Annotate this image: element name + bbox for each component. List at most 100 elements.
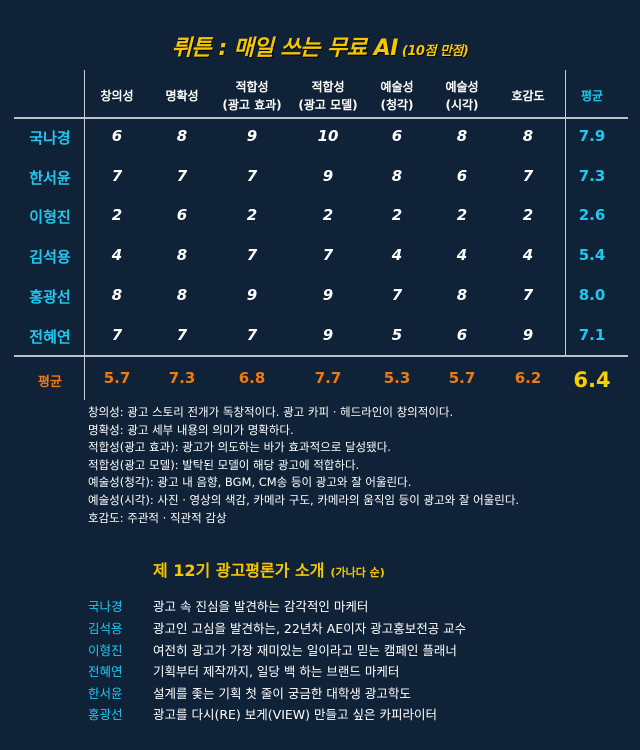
score-cell: 9 xyxy=(322,167,334,185)
score-cell: 7 xyxy=(246,167,258,185)
score-cell: 9 xyxy=(522,326,534,344)
score-cell: 10 xyxy=(317,127,339,145)
column-header-text: 적합성 (광고 효과) xyxy=(222,78,281,114)
column-header-line: 예술성 xyxy=(380,80,414,94)
row-name: 한서윤 xyxy=(29,169,71,187)
column-header: 적합성 (광고 모델) xyxy=(288,76,368,116)
column-header: 창의성 xyxy=(77,76,157,116)
definition-line: 적합성(광고 효과): 광고가 의도하는 바가 효과적으로 달성됐다. xyxy=(88,440,391,455)
row-name: 국나경 xyxy=(29,129,71,147)
reviewer-name: 홍광선 xyxy=(88,707,123,722)
row-average: 7.3 xyxy=(578,167,606,185)
score-cell: 6 xyxy=(176,206,188,224)
score-cell: 2 xyxy=(246,206,258,224)
score-cell: 2 xyxy=(111,206,123,224)
reviewer-description: 광고인 고심을 발견하는, 22년차 AE이자 광고홍보전공 교수 xyxy=(153,621,467,636)
score-cell: 4 xyxy=(111,246,123,264)
score-cell: 9 xyxy=(246,286,258,304)
score-cell: 2 xyxy=(522,206,534,224)
score-cell: 6 xyxy=(391,127,403,145)
column-header-line: (청각) xyxy=(380,98,414,112)
definition-line: 예술성(시각): 사진 · 영상의 색감, 카메라 구도, 카메라의 움직임 등… xyxy=(88,493,520,507)
reviewer-name: 국나경 xyxy=(88,599,123,614)
score-cell: 7 xyxy=(522,167,534,185)
score-cell: 4 xyxy=(456,246,468,264)
average-header: 평균 xyxy=(580,89,604,103)
score-cell: 2 xyxy=(322,206,334,224)
column-header-line: 적합성 xyxy=(235,80,269,94)
column-header-line: 명확성 xyxy=(165,89,199,103)
score-cell: 9 xyxy=(322,286,334,304)
column-header-text: 창의성 xyxy=(100,87,133,105)
column-header-line: (광고 효과) xyxy=(222,98,282,112)
column-average: 5.7 xyxy=(448,369,476,387)
score-cell: 8 xyxy=(111,286,123,304)
row-name: 홍광선 xyxy=(29,288,71,306)
score-cell: 8 xyxy=(176,286,188,304)
name-column-divider xyxy=(84,70,85,400)
reviewer-description: 광고 속 진심을 발견하는 감각적인 마케터 xyxy=(153,599,369,614)
score-cell: 6 xyxy=(111,127,123,145)
column-header-line: 예술성 xyxy=(445,80,479,94)
score-cell: 7 xyxy=(176,167,188,185)
column-average: 6.2 xyxy=(514,369,542,387)
row-name: 전혜연 xyxy=(29,328,71,346)
column-header-line: 호감도 xyxy=(511,89,545,103)
header-divider xyxy=(14,117,628,119)
score-cell: 7 xyxy=(246,326,258,344)
column-header-line: 창의성 xyxy=(100,89,134,103)
score-cell: 4 xyxy=(391,246,403,264)
score-cell: 7 xyxy=(522,286,534,304)
reviewer-name: 전혜연 xyxy=(88,664,123,679)
score-cell: 8 xyxy=(391,167,403,185)
row-average: 7.9 xyxy=(578,127,606,145)
row-average: 2.6 xyxy=(578,206,606,224)
column-header: 예술성 (청각) xyxy=(357,76,437,116)
score-cell: 7 xyxy=(111,167,123,185)
intro-title: 제 12기 광고평론가 소개 (가나다 순) xyxy=(153,557,385,581)
column-average: 7.3 xyxy=(168,369,196,387)
reviewer-name: 김석용 xyxy=(88,621,123,636)
column-header: 예술성 (시각) xyxy=(422,76,502,116)
intro-title-text: 제 12기 광고평론가 소개 xyxy=(153,561,325,580)
column-header-line: 적합성 xyxy=(311,80,345,94)
score-cell: 8 xyxy=(176,246,188,264)
score-cell: 9 xyxy=(322,326,334,344)
score-cell: 4 xyxy=(522,246,534,264)
column-header-text: 예술성 (청각) xyxy=(380,78,413,114)
column-header: 명확성 xyxy=(142,76,222,116)
definition-line: 호감도: 주관적 · 직관적 감상 xyxy=(88,510,227,525)
reviewer-description: 광고를 다시(RE) 보게(VIEW) 만들고 싶은 카피라이터 xyxy=(153,707,437,722)
row-average: 5.4 xyxy=(578,246,606,264)
score-cell: 6 xyxy=(456,326,468,344)
score-cell: 8 xyxy=(456,127,468,145)
average-column-divider xyxy=(565,70,566,356)
column-header-text: 예술성 (시각) xyxy=(445,78,478,114)
score-cell: 7 xyxy=(246,246,258,264)
column-average: 5.7 xyxy=(103,369,131,387)
column-average: 7.7 xyxy=(314,369,342,387)
reviewer-description: 설계를 좇는 기획 첫 줄이 궁금한 대학생 광고학도 xyxy=(153,686,411,701)
reviewer-name: 한서윤 xyxy=(88,686,123,701)
average-row-label: 평균 xyxy=(38,375,62,390)
column-header: 적합성 (광고 효과) xyxy=(212,76,292,116)
footer-divider xyxy=(14,355,628,357)
definition-line: 예술성(청각): 광고 내 음향, BGM, CM송 등이 광고와 잘 어울린다… xyxy=(88,475,412,490)
column-header-text: 호감도 xyxy=(511,87,544,105)
row-average: 8.0 xyxy=(578,286,606,304)
definition-line: 적합성(광고 모델): 발탁된 모델이 해당 광고에 적합하다. xyxy=(88,457,360,472)
row-name: 이형진 xyxy=(29,208,71,226)
score-cell: 7 xyxy=(322,246,334,264)
column-header: 호감도 xyxy=(488,76,568,116)
title-sub: (10점 만점) xyxy=(401,44,469,59)
intro-title-sub: (가나다 순) xyxy=(330,566,385,579)
reviewer-description: 여전히 광고가 가장 재미있는 일이라고 믿는 캠페인 플래너 xyxy=(153,643,457,658)
definition-line: 명확성: 광고 세부 내용의 의미가 명확하다. xyxy=(88,422,294,437)
column-average: 6.8 xyxy=(238,369,266,387)
score-cell: 2 xyxy=(456,206,468,224)
score-cell: 6 xyxy=(456,167,468,185)
score-cell: 8 xyxy=(522,127,534,145)
column-header-text: 명확성 xyxy=(165,87,198,105)
column-header-line: (시각) xyxy=(445,98,479,112)
score-cell: 7 xyxy=(111,326,123,344)
